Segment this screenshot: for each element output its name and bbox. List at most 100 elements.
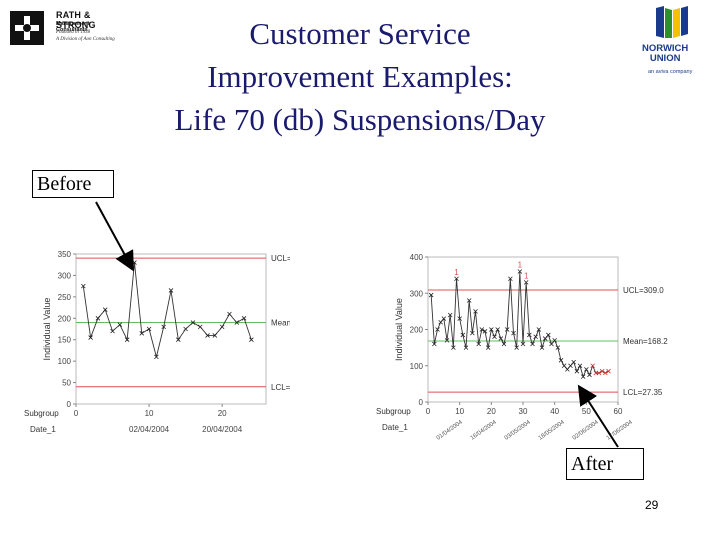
before-callout: Before	[32, 170, 114, 198]
data-point	[577, 363, 583, 369]
data-point	[102, 307, 108, 312]
y-tick-label: 0	[419, 398, 424, 407]
data-point	[110, 328, 115, 334]
data-point	[454, 276, 459, 282]
data-point	[568, 363, 573, 369]
data-point	[603, 370, 608, 376]
x-row-label: Subgroup	[24, 409, 59, 418]
norwich-union-logo: NORWICH UNION an aviva company	[630, 6, 710, 81]
data-point	[190, 320, 196, 325]
data-point	[504, 327, 510, 332]
title-line-1: Customer Service	[249, 16, 471, 51]
y-tick-label: 350	[58, 250, 72, 259]
ucl-label: UCL=309.0	[623, 286, 664, 295]
before-control-chart: 0 50 100 150 200 250 300 350 0 10 20 Individual Val…	[24, 250, 290, 434]
mean-label: Mean=190.3	[271, 318, 290, 327]
data-point	[176, 337, 181, 342]
data-point	[219, 324, 225, 330]
data-point	[546, 332, 551, 338]
data-point	[249, 337, 254, 342]
out-of-control-marker: 1	[518, 261, 523, 270]
data-point	[590, 363, 595, 369]
data-point	[558, 358, 564, 363]
y-axis-label: Individual Value	[394, 298, 404, 361]
data-point	[495, 327, 500, 332]
logo-right-tagline: an aviva company	[648, 69, 693, 75]
logo-right-name-line2: UNION	[649, 53, 681, 64]
after-callout: After	[566, 448, 644, 480]
data-point	[139, 331, 145, 336]
page-number: 29	[645, 498, 659, 512]
data-point	[596, 370, 602, 376]
data-point	[441, 316, 447, 321]
data-point	[482, 329, 488, 334]
norwich-union-emblem-icon	[656, 6, 688, 38]
data-point	[81, 283, 86, 289]
data-point	[511, 330, 516, 336]
data-point	[161, 324, 166, 330]
mean-label: Mean=168.2	[623, 337, 668, 346]
data-point	[117, 322, 123, 327]
rath-strong-emblem-icon	[10, 11, 44, 45]
data-point	[124, 337, 130, 342]
y-tick-label: 400	[410, 253, 424, 262]
out-of-control-marker: 1	[524, 271, 529, 280]
x-tick-label: 10	[455, 407, 464, 416]
data-point	[241, 316, 247, 321]
data-point	[565, 367, 570, 372]
data-point	[168, 288, 174, 293]
data-point	[492, 334, 497, 340]
date-label: 02/04/2004	[129, 425, 170, 434]
logo-left-name: RATH & STRONG	[56, 10, 96, 30]
data-point	[205, 333, 210, 338]
data-point	[154, 354, 159, 360]
data-point	[599, 368, 605, 374]
data-point	[580, 374, 586, 379]
data-point	[463, 345, 469, 350]
data-point	[536, 327, 542, 332]
rath-strong-logo: RATH & STRONG Management Consultants Fou…	[10, 8, 122, 48]
data-point	[584, 367, 589, 372]
data-point	[428, 292, 434, 298]
data-point	[432, 341, 437, 347]
data-point	[473, 309, 478, 314]
x-tick-label: 20	[487, 407, 496, 416]
y-tick-label: 250	[58, 293, 72, 302]
data-point	[476, 341, 481, 347]
data-point	[523, 280, 529, 285]
data-point	[438, 319, 443, 325]
x-row-label: Subgroup	[376, 407, 411, 416]
out-of-control-marker: 1	[454, 268, 459, 277]
data-point	[533, 334, 538, 340]
data-point	[498, 336, 504, 341]
data-point	[517, 269, 523, 274]
x-tick-label: 50	[582, 407, 591, 416]
x-tick-label: 30	[519, 407, 528, 416]
data-point	[606, 368, 611, 374]
series-line	[82, 262, 252, 357]
y-tick-label: 150	[58, 336, 72, 345]
data-point	[227, 311, 232, 317]
data-point	[234, 320, 240, 325]
plot-frame	[427, 256, 619, 403]
logo-left-subtitle: Management Consultants	[56, 21, 90, 33]
ucl-label: UCL=340.4	[271, 254, 290, 263]
data-point	[435, 327, 440, 332]
y-axis-label: Individual Value	[42, 298, 52, 361]
date-label: 20/04/2004	[202, 425, 243, 434]
y-tick-label: 200	[410, 326, 424, 335]
title-line-2: Improvement Examples:	[207, 59, 513, 94]
data-point	[447, 312, 453, 318]
x-tick-label: 10	[145, 409, 154, 418]
data-point	[561, 363, 567, 369]
logo-left-line2: A Division of Aon Consulting	[56, 37, 115, 42]
data-point	[489, 327, 494, 332]
data-point	[479, 327, 485, 332]
y-tick-label: 200	[58, 314, 72, 323]
date-row-label: Date_1	[30, 425, 56, 434]
data-point	[552, 338, 557, 343]
x-tick-label: 40	[550, 407, 559, 416]
y-tick-label: 0	[67, 400, 72, 409]
data-point	[520, 341, 526, 347]
